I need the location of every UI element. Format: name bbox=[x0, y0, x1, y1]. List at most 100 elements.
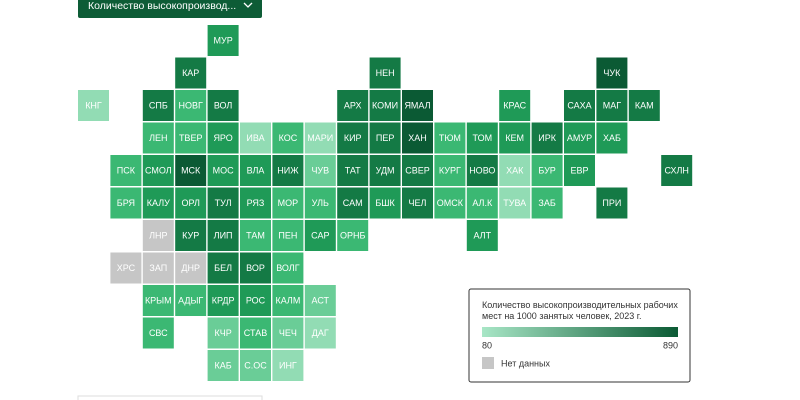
tile-label[interactable]: ТУВА bbox=[503, 198, 526, 208]
tile-fill[interactable] bbox=[207, 90, 239, 121]
tile-label[interactable]: УЛЬ bbox=[312, 198, 329, 208]
tile-label[interactable]: МОР bbox=[278, 198, 299, 208]
tile-fill[interactable] bbox=[207, 122, 239, 154]
tile-label[interactable]: АМУР bbox=[567, 133, 592, 143]
tile-fill[interactable] bbox=[175, 57, 207, 89]
tile-label[interactable]: ПСК bbox=[117, 165, 136, 175]
tile-label[interactable]: СВС bbox=[149, 328, 168, 338]
tile[interactable]: ДАГ bbox=[304, 317, 336, 349]
tile-label[interactable]: АЛ.К bbox=[472, 198, 493, 208]
tile-label[interactable]: КЧР bbox=[214, 328, 231, 338]
tile-label[interactable]: ВОР bbox=[246, 263, 265, 273]
tile-label[interactable]: ОРЛ bbox=[181, 198, 199, 208]
tile[interactable]: КЧР bbox=[207, 317, 239, 349]
tile[interactable]: КНГ bbox=[78, 90, 109, 121]
tile-label[interactable]: МАРИ bbox=[307, 133, 333, 143]
tile-fill[interactable] bbox=[78, 90, 109, 121]
tile-label[interactable]: ИВА bbox=[246, 133, 264, 143]
tile-label[interactable]: ЯМАЛ bbox=[404, 100, 430, 110]
tile-fill[interactable] bbox=[207, 317, 239, 349]
tile-label[interactable]: СТАВ bbox=[244, 328, 267, 338]
tile-label[interactable]: КАБ bbox=[215, 360, 232, 370]
tile[interactable]: ТАМ bbox=[240, 220, 271, 251]
tile[interactable]: ХАБ bbox=[596, 122, 628, 154]
tile-fill[interactable] bbox=[142, 90, 174, 121]
tile[interactable]: ХАН bbox=[402, 122, 433, 154]
tile-fill[interactable] bbox=[272, 350, 304, 381]
tile-fill[interactable] bbox=[628, 90, 660, 121]
tile-label[interactable]: ЧЕЧ bbox=[279, 328, 297, 338]
tile-fill[interactable] bbox=[207, 252, 239, 284]
tile-label[interactable]: НЕН bbox=[376, 68, 395, 78]
tile[interactable]: САХА bbox=[564, 90, 595, 121]
tile-label[interactable]: ОРНБ bbox=[340, 230, 366, 240]
tile-label[interactable]: КЕМ bbox=[505, 133, 524, 143]
tile-fill[interactable] bbox=[596, 57, 628, 89]
tile-fill[interactable] bbox=[531, 187, 563, 219]
tile-fill[interactable] bbox=[272, 220, 304, 251]
tile-label[interactable]: КОМИ bbox=[372, 100, 398, 110]
tile-label[interactable]: КИР bbox=[344, 133, 362, 143]
tile-fill[interactable] bbox=[207, 350, 239, 381]
tile[interactable]: БУР bbox=[531, 155, 563, 186]
tile-fill[interactable] bbox=[272, 187, 304, 219]
tile[interactable]: ВОР bbox=[240, 252, 271, 284]
tile-label[interactable]: СПБ bbox=[149, 100, 168, 110]
tile-label[interactable]: ТОМ bbox=[473, 133, 493, 143]
tile-label[interactable]: ИРК bbox=[538, 133, 556, 143]
tile-label[interactable]: РОС bbox=[246, 295, 266, 305]
tile-fill[interactable] bbox=[110, 187, 142, 219]
tile-fill[interactable] bbox=[304, 155, 336, 186]
tile-fill[interactable] bbox=[466, 155, 498, 186]
tile-fill[interactable] bbox=[207, 155, 239, 186]
tile[interactable]: МСК bbox=[175, 155, 207, 186]
tile-label[interactable]: КРЫМ bbox=[145, 295, 172, 305]
tile-label[interactable]: ТАТ bbox=[345, 165, 361, 175]
tile-fill[interactable] bbox=[466, 187, 498, 219]
tile-fill[interactable] bbox=[175, 285, 207, 316]
tile[interactable]: СВС bbox=[142, 317, 174, 349]
tile-label[interactable]: ИНГ bbox=[279, 360, 297, 370]
tile-fill[interactable] bbox=[272, 122, 304, 154]
tile[interactable]: КЕМ bbox=[499, 122, 531, 154]
tile-label[interactable]: С.ОС bbox=[244, 360, 267, 370]
tile-label[interactable]: ПРИ bbox=[602, 198, 621, 208]
tile-fill[interactable] bbox=[337, 187, 369, 219]
tile-label[interactable]: БУР bbox=[538, 165, 555, 175]
tile-label[interactable]: ЧЕЛ bbox=[409, 198, 427, 208]
tile-fill[interactable] bbox=[337, 155, 369, 186]
tile-fill[interactable] bbox=[142, 187, 174, 219]
tile-fill[interactable] bbox=[240, 350, 271, 381]
tile-fill[interactable] bbox=[272, 155, 304, 186]
tile[interactable]: ВОЛ bbox=[207, 90, 239, 121]
tile-label[interactable]: АЛТ bbox=[473, 230, 491, 240]
tile-label[interactable]: БЕЛ bbox=[214, 263, 232, 273]
tile[interactable]: АРХ bbox=[337, 90, 369, 121]
tile-fill[interactable] bbox=[240, 252, 271, 284]
tile[interactable]: НЕН bbox=[369, 57, 401, 89]
tile[interactable]: НОВГ bbox=[175, 90, 207, 121]
tile[interactable]: АЛТ bbox=[466, 220, 498, 251]
tile[interactable]: ЕВР bbox=[564, 155, 595, 186]
tile-fill[interactable] bbox=[369, 187, 401, 219]
tile-fill[interactable] bbox=[369, 57, 401, 89]
tile-label[interactable]: КРАС bbox=[503, 100, 526, 110]
tile[interactable]: ТВЕР bbox=[175, 122, 207, 154]
tile[interactable]: ИРК bbox=[531, 122, 563, 154]
tile[interactable]: АСТ bbox=[304, 285, 336, 316]
tile-fill[interactable] bbox=[402, 90, 433, 121]
tile[interactable]: КОС bbox=[272, 122, 304, 154]
tile-label[interactable]: ОМСК bbox=[437, 198, 464, 208]
tile-fill[interactable] bbox=[337, 220, 369, 251]
tile[interactable]: ПРИ bbox=[596, 187, 628, 219]
tile-label[interactable]: ЗАП bbox=[149, 263, 167, 273]
tile-label[interactable]: ХАК bbox=[506, 165, 524, 175]
tile-fill[interactable] bbox=[272, 285, 304, 316]
tile-label[interactable]: МУР bbox=[213, 35, 232, 45]
tile-label[interactable]: МОС bbox=[213, 165, 234, 175]
tile-fill[interactable] bbox=[661, 155, 693, 186]
tile[interactable]: КРЫМ bbox=[142, 285, 174, 316]
tile-fill[interactable] bbox=[240, 122, 271, 154]
tile-label[interactable]: САХА bbox=[567, 100, 591, 110]
tile-label[interactable]: ЧУВ bbox=[311, 165, 329, 175]
